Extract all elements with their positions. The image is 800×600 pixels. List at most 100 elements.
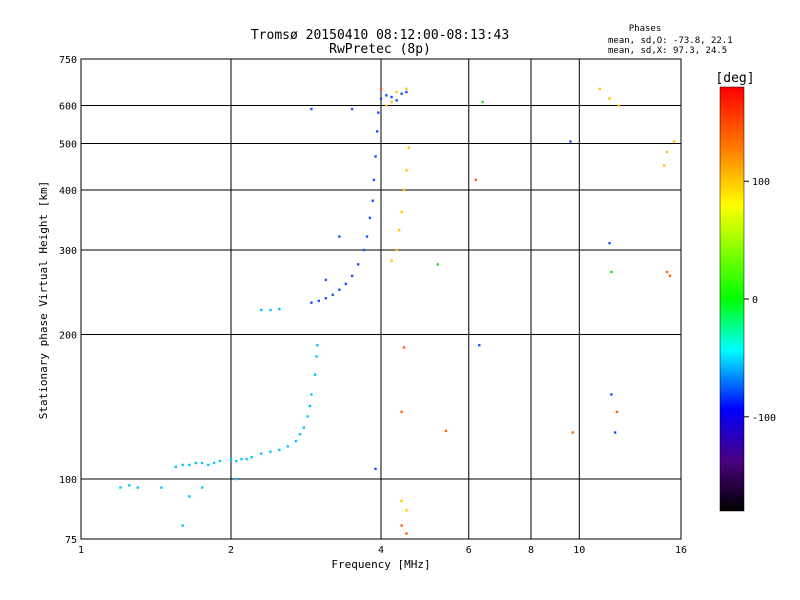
data-point: [344, 282, 348, 286]
data-point: [212, 461, 216, 465]
data-point: [665, 150, 669, 154]
phase-stats-x: mean, sd,X: 97.3, 24.5: [608, 46, 727, 56]
data-point: [400, 92, 403, 95]
data-point: [662, 164, 666, 167]
data-point: [608, 97, 611, 100]
data-point: [598, 87, 602, 91]
data-point: [365, 235, 369, 238]
data-point: [407, 146, 411, 149]
data-point: [395, 248, 398, 252]
phase-stats-o: mean, sd,O: -73.8, 22.1: [608, 36, 733, 46]
data-point: [302, 426, 306, 429]
data-point: [338, 235, 341, 238]
data-point: [269, 308, 272, 312]
data-point: [350, 107, 354, 111]
data-point: [356, 263, 360, 266]
data-point: [200, 486, 204, 489]
data-point: [610, 393, 613, 396]
data-point: [390, 100, 393, 104]
plot-area: 1 2 4 6 8 10 16 75 100 200 300 400 500 600 750: [59, 55, 687, 556]
data-point: [390, 259, 393, 262]
data-point: [229, 457, 233, 461]
data-point: [324, 278, 328, 282]
data-point: [617, 104, 620, 107]
data-point: [338, 288, 341, 291]
y-tick-label: 300: [59, 246, 77, 257]
data-point: [405, 90, 408, 94]
data-point: [405, 532, 408, 535]
y-axis-label: Stationary phase Virtual Height [km]: [37, 181, 50, 419]
data-point: [260, 308, 263, 312]
data-point: [310, 107, 313, 111]
data-point: [308, 404, 312, 408]
data-point: [474, 178, 478, 182]
data-point: [181, 463, 184, 467]
data-point: [315, 355, 318, 358]
data-point: [310, 393, 313, 396]
colorbar-tick-label: 100: [752, 177, 770, 188]
data-point: [200, 461, 204, 465]
data-point: [569, 140, 572, 143]
y-tick-label: 100: [59, 475, 77, 486]
data-point: [194, 461, 198, 465]
data-point: [390, 95, 393, 99]
data-point: [368, 216, 372, 220]
data-point: [269, 450, 272, 453]
data-point: [306, 415, 309, 418]
data-point: [218, 459, 222, 463]
data-point: [665, 270, 669, 274]
data-point: [136, 486, 139, 489]
data-point: [317, 299, 320, 303]
data-point: [668, 274, 672, 278]
data-point: [400, 210, 403, 214]
chart-title: Tromsø 20150410 08:12:00-08:13:43: [251, 28, 509, 43]
data-point: [405, 87, 408, 91]
data-point: [119, 486, 122, 489]
data-point: [405, 168, 408, 172]
data-point: [385, 94, 388, 97]
data-point: [371, 199, 374, 202]
x-tick-label: 10: [573, 545, 585, 556]
data-point: [400, 524, 403, 527]
data-point: [188, 463, 191, 467]
data-point: [374, 155, 377, 158]
axis-ticks: 1 2 4 6 8 10 16 75 100 200 300 400 500 600 750: [59, 55, 687, 556]
data-point: [188, 495, 191, 498]
data-point: [397, 228, 401, 232]
data-point: [235, 477, 238, 481]
colorbar-label: [deg]: [715, 71, 754, 86]
data-point: [610, 270, 613, 274]
data-point: [402, 188, 406, 192]
data-point: [672, 140, 676, 143]
y-tick-label: 750: [59, 55, 77, 66]
data-point: [613, 431, 617, 434]
data-point: [444, 429, 448, 433]
data-point: [250, 456, 253, 459]
data-point: [298, 432, 302, 436]
data-point: [385, 104, 388, 107]
colorbar: [deg] 100 0 -100: [715, 71, 776, 512]
data-point: [362, 248, 366, 252]
colorbar-tick-label: 0: [752, 295, 758, 306]
y-tick-label: 500: [59, 140, 77, 151]
y-tick-label: 75: [65, 535, 77, 546]
data-point: [245, 457, 248, 461]
x-tick-label: 1: [78, 545, 84, 556]
data-point: [375, 130, 379, 133]
data-point: [402, 346, 406, 349]
data-point: [316, 344, 319, 347]
data-point: [478, 344, 481, 347]
chart-subtitle: RwPretec (8p): [329, 42, 431, 57]
data-point: [206, 463, 210, 467]
data-point: [260, 452, 263, 455]
data-point: [286, 445, 289, 448]
data-point: [395, 99, 398, 102]
data-point: [310, 301, 313, 304]
data-point: [481, 100, 484, 104]
phase-stats-heading: Phases: [629, 24, 662, 34]
data-point: [379, 87, 383, 91]
data-point: [174, 465, 178, 469]
data-point: [372, 178, 376, 182]
data-point: [294, 439, 298, 443]
